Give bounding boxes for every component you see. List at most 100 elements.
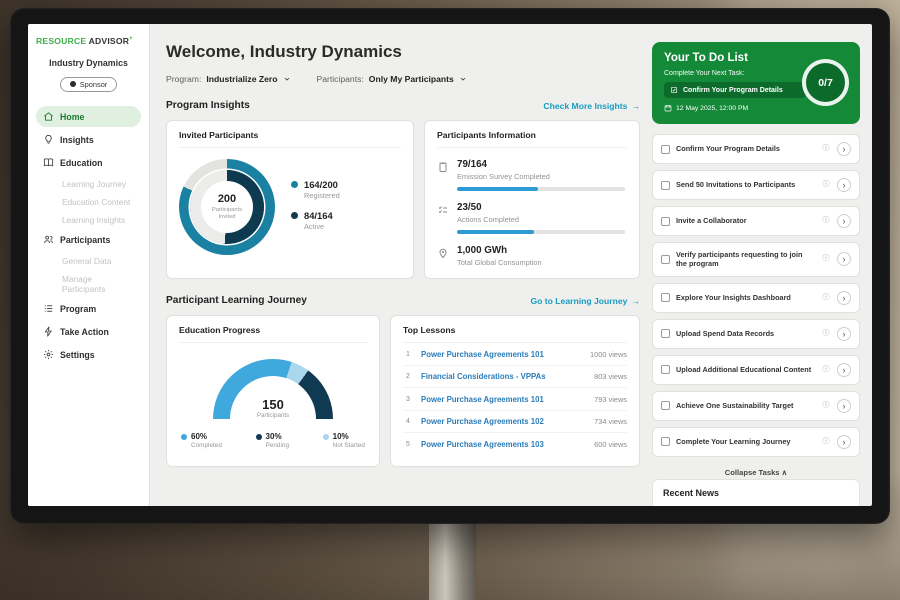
info-icon[interactable]: ⓘ: [822, 145, 830, 152]
legend-dot: [322, 434, 329, 440]
chevron-down-icon: [283, 75, 291, 83]
education-gauge-center: 150 Participants: [256, 397, 290, 419]
checkbox-icon: [670, 86, 678, 94]
chevron-right-icon[interactable]: ›: [837, 178, 851, 192]
chevron-right-icon[interactable]: ›: [837, 142, 851, 156]
list-icon: [43, 303, 54, 314]
sidebar-item-home[interactable]: Home: [36, 106, 141, 127]
info-icon[interactable]: ⓘ: [822, 181, 830, 188]
task-row[interactable]: Complete Your Learning Journey ⓘ ›: [652, 426, 860, 457]
chevron-right-icon[interactable]: ›: [837, 434, 851, 449]
task-row[interactable]: Invite a Collaborator ⓘ ›: [652, 206, 860, 236]
info-icon[interactable]: ⓘ: [822, 293, 830, 301]
sidebar-item-manage-participants[interactable]: Manage Participants: [62, 274, 106, 294]
checklist-icon: [437, 203, 449, 215]
todo-progress-ring: 0/7: [802, 59, 849, 106]
arrow-right-icon: →: [631, 295, 640, 306]
go-to-learning-journey-link[interactable]: Go to Learning Journey →: [530, 295, 640, 306]
sidebar-item-label: Education: [60, 157, 103, 168]
check-more-insights-link[interactable]: Check More Insights →: [543, 100, 640, 111]
info-icon[interactable]: ⓘ: [822, 401, 830, 409]
checkbox[interactable]: [661, 216, 670, 226]
task-row[interactable]: Explore Your Insights Dashboard ⓘ ›: [652, 282, 860, 313]
sidebar-item-education[interactable]: Education: [36, 152, 141, 173]
lesson-link[interactable]: Power Purchase Agreements 102: [421, 417, 544, 426]
task-row[interactable]: Upload Spend Data Records ⓘ ›: [652, 318, 860, 349]
task-row[interactable]: Send 50 Invitations to Participants ⓘ ›: [652, 170, 860, 200]
brand-secondary: ADVISOR: [88, 36, 130, 46]
sidebar-item-general-data[interactable]: General Data: [62, 256, 112, 266]
info-icon[interactable]: ⓘ: [822, 437, 830, 445]
sidebar-item-learning-insights[interactable]: Learning Insights: [62, 215, 126, 225]
info-icon[interactable]: ⓘ: [822, 365, 830, 373]
sidebar: RESOURCE ADVISOR+ Industry Dynamics Spon…: [28, 24, 150, 506]
lesson-row: 5 Power Purchase Agreements 103 600 view…: [406, 439, 627, 449]
program-filter-label: Program:: [166, 74, 202, 84]
checkbox[interactable]: [661, 401, 670, 411]
card-title: Top Lessons: [403, 325, 627, 343]
org-name: Industry Dynamics: [49, 58, 128, 68]
lesson-link[interactable]: Power Purchase Agreements 101: [421, 349, 544, 359]
next-task-chip[interactable]: Confirm Your Program Details: [664, 82, 806, 98]
sidebar-item-education-content[interactable]: Education Content: [62, 197, 131, 207]
checkbox[interactable]: [661, 144, 670, 154]
checkbox[interactable]: [661, 180, 670, 190]
invited-donut-center: 200 Participants Invited: [201, 181, 253, 233]
program-dropdown[interactable]: Program: Industrialize Zero: [166, 74, 291, 84]
chevron-right-icon[interactable]: ›: [837, 252, 851, 267]
stat-global-consumption: 1,000 GWh Total Global Consumption: [437, 245, 627, 267]
top-lessons-card: Top Lessons 1 Power Purchase Agreements …: [390, 315, 640, 467]
chevron-right-icon[interactable]: ›: [837, 362, 851, 377]
sidebar-item-participants[interactable]: Participants: [36, 229, 141, 250]
page-title: Welcome, Industry Dynamics: [166, 42, 402, 61]
legend-dot: [181, 434, 187, 440]
collapse-tasks-link[interactable]: Collapse Tasks ∧: [724, 467, 788, 477]
sidebar-item-insights[interactable]: Insights: [36, 129, 141, 150]
sidebar-item-learning-journey[interactable]: Learning Journey: [62, 179, 127, 189]
task-row[interactable]: Upload Additional Educational Content ⓘ …: [652, 354, 860, 385]
education-progress-card: Education Progress 150 Participants: [166, 315, 380, 467]
app-window: RESOURCE ADVISOR+ Industry Dynamics Spon…: [28, 24, 872, 506]
users-icon: [43, 234, 54, 245]
lesson-row: 4 Power Purchase Agreements 102 734 view…: [403, 411, 627, 433]
task-row[interactable]: Achieve One Sustainability Target ⓘ ›: [652, 390, 860, 421]
checkbox[interactable]: [661, 437, 670, 447]
checkbox[interactable]: [661, 365, 670, 375]
todo-header-card: Your To Do List Complete Your Next Task:…: [652, 42, 860, 124]
chevron-right-icon[interactable]: ›: [837, 398, 851, 413]
task-row[interactable]: Verify participants requesting to join t…: [652, 242, 860, 277]
filters-row: Program: Industrialize Zero Participants…: [166, 74, 640, 84]
legend-dot: [255, 434, 262, 440]
legend-item-pending: 30% Pending: [255, 432, 289, 449]
chevron-right-icon[interactable]: ›: [837, 214, 851, 228]
legend-dot: [291, 181, 298, 188]
lesson-link[interactable]: Financial Considerations - VPPAs: [421, 372, 546, 381]
legend-dot: [291, 212, 298, 219]
invited-participants-card: Invited Participants 200 Participants In…: [166, 120, 414, 279]
chevron-up-icon: ∧: [781, 467, 788, 477]
lesson-row: 2 Financial Considerations - VPPAs 803 v…: [403, 366, 627, 388]
chevron-right-icon[interactable]: ›: [837, 326, 851, 341]
sidebar-item-label: Program: [60, 303, 97, 314]
info-icon[interactable]: ⓘ: [822, 255, 830, 263]
checkbox[interactable]: [661, 329, 670, 339]
location-pin-icon: [437, 246, 449, 259]
invited-donut-chart: 200 Participants Invited: [179, 159, 275, 255]
info-icon[interactable]: ⓘ: [822, 329, 830, 337]
sidebar-item-program[interactable]: Program: [36, 298, 141, 319]
monitor-stand: [429, 523, 476, 600]
progress-track: [457, 230, 625, 234]
chevron-right-icon[interactable]: ›: [837, 290, 851, 305]
stat-emission-survey: 79/164 Emission Survey Completed: [437, 159, 627, 191]
lesson-link[interactable]: Power Purchase Agreements 101: [421, 394, 544, 404]
checkbox[interactable]: [661, 254, 670, 264]
info-icon[interactable]: ⓘ: [822, 217, 830, 224]
task-row[interactable]: Confirm Your Program Details ⓘ ›: [652, 134, 860, 164]
participants-dropdown[interactable]: Participants: Only My Participants: [317, 74, 467, 84]
sidebar-item-take-action[interactable]: Take Action: [36, 321, 141, 342]
main-content: Welcome, Industry Dynamics Program: Indu…: [150, 24, 648, 506]
sidebar-item-settings[interactable]: Settings: [36, 344, 141, 365]
checkbox[interactable]: [661, 293, 670, 303]
lesson-link[interactable]: Power Purchase Agreements 103: [421, 439, 544, 449]
gear-icon: [43, 349, 54, 360]
